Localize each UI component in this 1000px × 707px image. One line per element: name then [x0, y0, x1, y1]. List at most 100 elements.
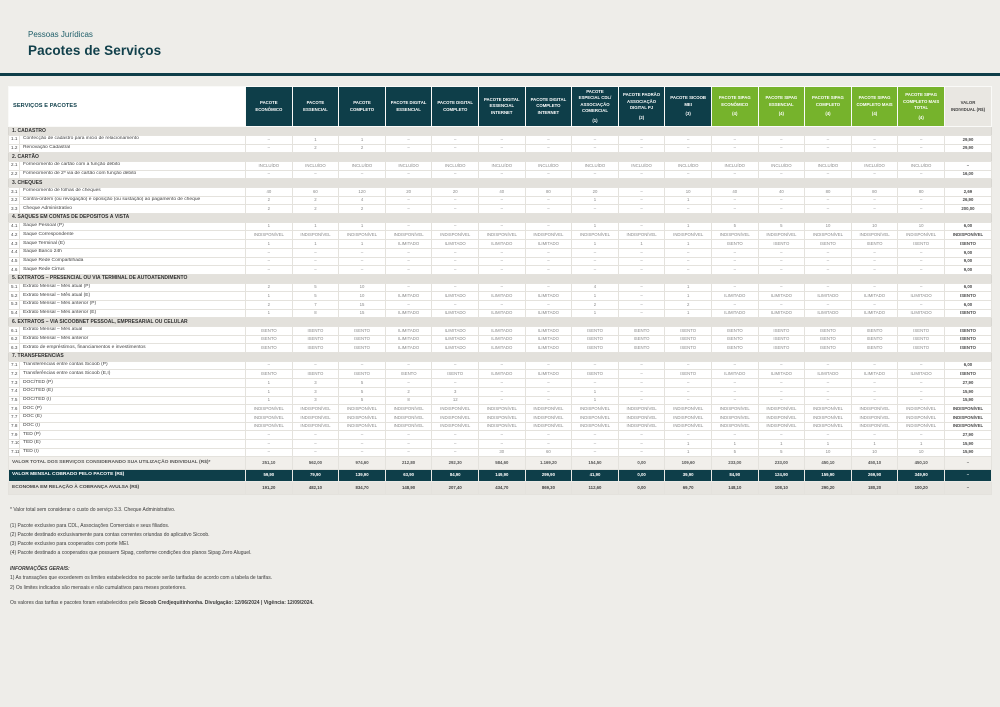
- summary-value-cell: 148,90: [384, 481, 433, 495]
- general-info-item: 2) Os limites indicados são mensais e nã…: [10, 584, 187, 591]
- value-cell: INDISPONÍVEL: [617, 421, 666, 432]
- value-cell: ILIMITADO: [524, 334, 573, 345]
- summary-row-total: VALOR TOTAL DOS SERVIÇOS CONSIDERANDO SU…: [7, 456, 993, 470]
- value-cell: 4: [571, 282, 619, 293]
- service-row: 3.1 Fornecimento de folhas de cheques 40 60…: [8, 187, 993, 197]
- value-cell: –: [617, 187, 666, 197]
- value-cell: 3: [291, 378, 340, 388]
- value-cell: –: [897, 282, 945, 293]
- value-cell: 2: [291, 195, 340, 206]
- value-cell: –: [804, 395, 852, 406]
- value-cell: INDISPONÍVEL: [664, 404, 712, 414]
- row-number: 5.1: [8, 282, 20, 293]
- service-label: TED (I): [18, 447, 247, 458]
- value-cell: ILIMITADO: [897, 308, 945, 319]
- value-cell: –: [850, 299, 899, 310]
- row-number: 7.11: [8, 447, 20, 458]
- value-cell: –: [524, 143, 573, 154]
- value-cell: –: [897, 386, 945, 397]
- column-header-label: PACOTE SIPAG ECONÔMICO: [718, 95, 751, 107]
- value-cell: 10: [664, 187, 712, 197]
- value-cell: 20: [571, 187, 619, 197]
- service-row: 4.3 Saque Terminal (E) 1 1 1 ILIMITADO ILIMITA…: [8, 239, 993, 249]
- value-cell: –: [757, 204, 806, 215]
- column-header-label: PACOTE ESPECIAL CDL/ ASSOCIAÇÃO COMERCIA…: [578, 89, 612, 114]
- section-title: 4. SAQUES EM CONTAS DE DEPÓSITOS À VISTA: [8, 213, 992, 223]
- value-cell: ILIMITADO: [524, 291, 573, 301]
- summary-value-cell: 69,70: [664, 481, 712, 495]
- value-cell: 8: [384, 395, 433, 406]
- value-cell: –: [617, 282, 666, 293]
- value-cell: –: [338, 430, 386, 440]
- value-cell: 1: [245, 386, 293, 397]
- value-cell: INDISPONÍVEL: [478, 421, 526, 432]
- summary-value-cell: 834,70: [338, 481, 386, 495]
- individual-value-cell: 16,00: [943, 169, 993, 180]
- service-row: 1.2 Renovação Cadastral –2 2– – – – – – – – – – – –29,…: [8, 143, 993, 154]
- value-cell: –: [850, 256, 899, 267]
- value-cell: INDISPONÍVEL: [291, 412, 340, 423]
- value-cell: –: [710, 265, 759, 275]
- value-cell: –: [571, 247, 619, 258]
- summary-value-cell: 482,10: [291, 481, 340, 495]
- service-label: Renovação Cadastral: [18, 143, 247, 154]
- value-cell: INDISPONÍVEL: [710, 421, 759, 432]
- summary-value-cell: 84,90: [431, 468, 479, 483]
- value-cell: INDISPONÍVEL: [897, 412, 945, 423]
- service-label: Confecção de cadastro para início de rel…: [18, 134, 247, 145]
- footnote-item: (4) Pacote destinado a cooperados que po…: [10, 550, 252, 557]
- summary-value-cell: 108,10: [757, 481, 806, 495]
- row-number: 7.7: [8, 412, 20, 423]
- value-cell: –: [245, 430, 293, 440]
- summary-value-cell: 292,30: [431, 456, 479, 470]
- value-cell: INDISPONÍVEL: [850, 230, 899, 241]
- summary-value-cell: 79,90: [291, 468, 340, 483]
- value-cell: –: [664, 378, 712, 388]
- value-cell: –: [897, 256, 945, 267]
- package-column-header: PACOTE PADRÃO ASSOCIAÇÃO DIGITAL PJ (2): [617, 85, 666, 128]
- value-cell: ILIMITADO: [478, 369, 526, 380]
- value-cell: ILIMITADO: [524, 369, 573, 380]
- value-cell: 2: [291, 204, 340, 215]
- value-cell: –: [897, 143, 945, 154]
- service-label: Saque Terminal (E): [18, 239, 247, 249]
- value-cell: –: [850, 386, 899, 397]
- value-cell: –: [524, 195, 573, 206]
- column-header-label: PACOTE PADRÃO ASSOCIAÇÃO DIGITAL PJ: [623, 92, 661, 111]
- section-row: 7. TRANSFERÊNCIAS: [8, 352, 992, 362]
- value-cell: ILIMITADO: [384, 308, 433, 319]
- value-cell: –: [245, 169, 293, 180]
- summary-value-cell: 233,00: [710, 456, 759, 470]
- row-number: 2.2: [8, 169, 20, 180]
- individual-value-cell: 6,00: [943, 360, 993, 371]
- value-cell: –: [245, 447, 293, 458]
- value-cell: –: [757, 169, 806, 180]
- value-cell: INDISPONÍVEL: [757, 404, 806, 414]
- value-cell: ISENTO: [664, 343, 712, 354]
- individual-value-cell: ISENTO: [943, 326, 993, 336]
- row-number: 7.1: [8, 360, 20, 371]
- summary-value-cell: 149,90: [478, 468, 526, 483]
- value-cell: ILIMITADO: [431, 326, 479, 336]
- established-issuer: Sicoob Credjequitinhonha. Divulgação: 12…: [139, 600, 314, 607]
- value-cell: INDISPONÍVEL: [338, 412, 386, 423]
- package-column-header: PACOTE ECONÔMICO: [245, 85, 293, 128]
- value-cell: 5: [338, 395, 386, 406]
- value-cell: –: [571, 204, 619, 215]
- value-cell: –: [478, 134, 526, 145]
- service-label: Extrato Mensal – Mês anterior (E): [18, 308, 247, 319]
- row-number: 5.3: [8, 299, 20, 310]
- value-cell: –: [664, 386, 712, 397]
- value-cell: 1: [291, 239, 340, 249]
- section-row: 2. CARTÃO: [8, 152, 992, 162]
- value-cell: 2: [664, 299, 712, 310]
- value-cell: –: [338, 256, 386, 267]
- summary-value-cell: 59,90: [245, 468, 293, 483]
- summary-value-cell: 251,10: [245, 456, 293, 470]
- value-cell: ISENTO: [338, 326, 386, 336]
- value-cell: –: [757, 378, 806, 388]
- value-cell: –: [478, 204, 526, 215]
- value-cell: ISENTO: [245, 334, 293, 345]
- value-cell: –: [384, 143, 433, 154]
- value-cell: –: [338, 360, 386, 371]
